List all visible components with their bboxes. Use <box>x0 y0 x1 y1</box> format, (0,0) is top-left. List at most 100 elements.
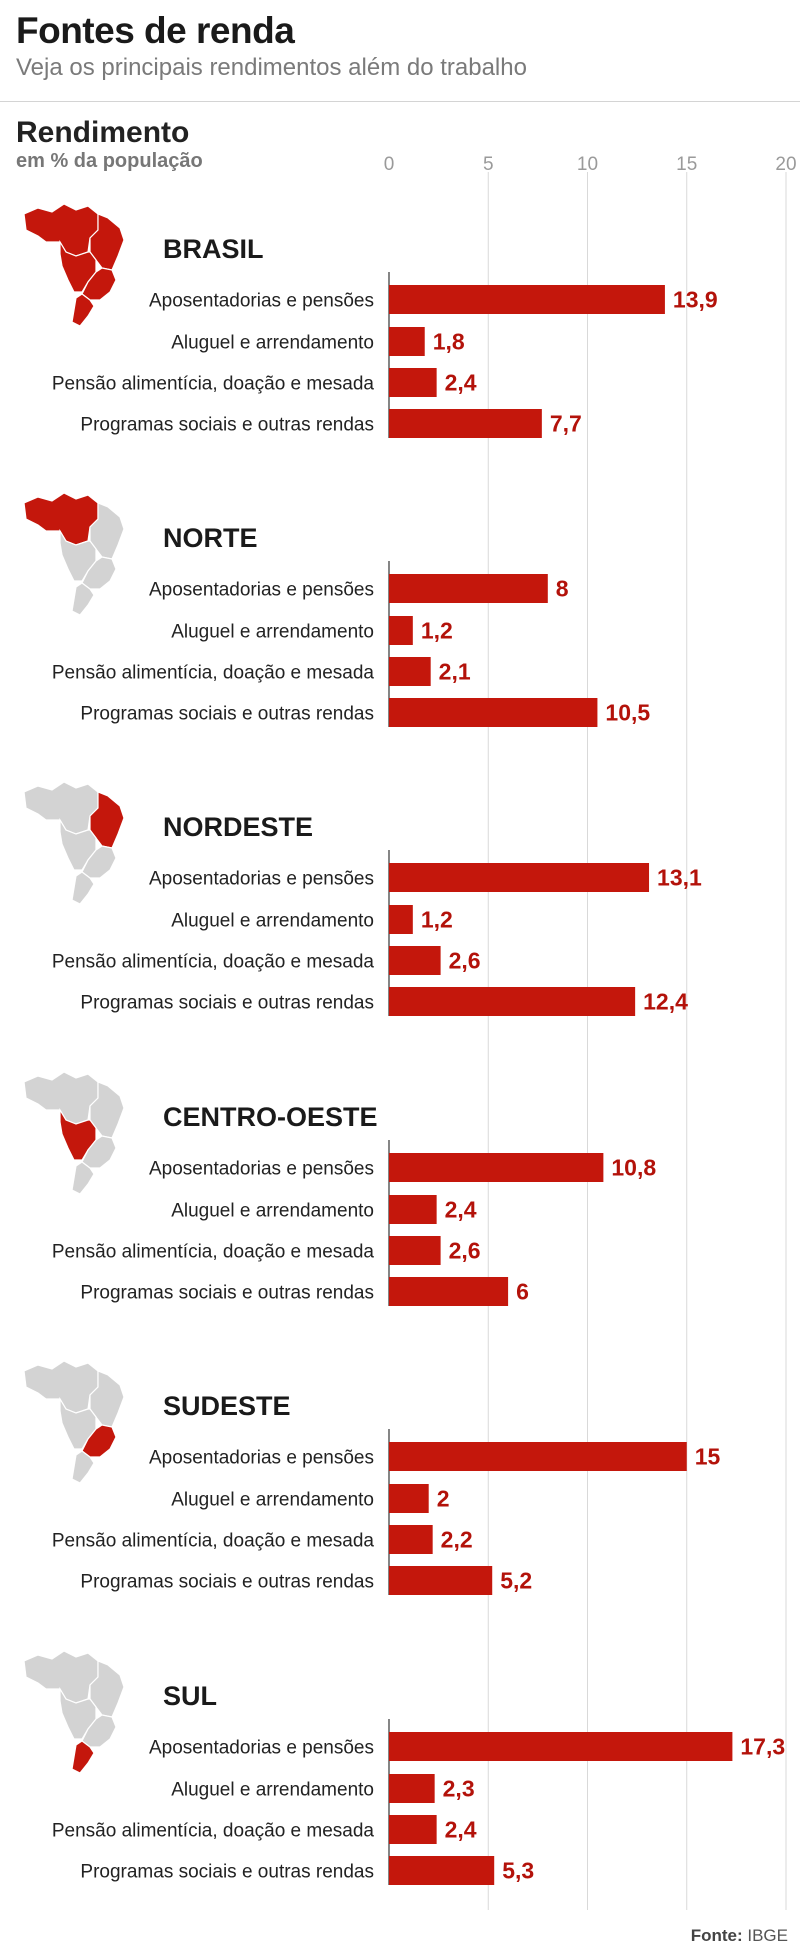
map-region-sul <box>71 1450 95 1484</box>
value-label: 10,5 <box>605 700 650 726</box>
region-heading: CENTRO-OESTE <box>163 1102 378 1132</box>
region-heading: SUDESTE <box>163 1391 291 1421</box>
value-label: 5,3 <box>502 1858 534 1884</box>
category-label: Pensão alimentícia, doação e mesada <box>52 1242 375 1263</box>
brazil-map-all-highlighted-icon <box>23 203 125 327</box>
category-label: Aluguel e arrendamento <box>171 1201 374 1222</box>
bar <box>389 657 431 686</box>
category-label: Pensão alimentícia, doação e mesada <box>52 952 375 973</box>
category-label: Aluguel e arrendamento <box>171 1490 374 1511</box>
value-label: 8 <box>556 576 569 602</box>
bar <box>389 1566 493 1595</box>
value-label: 2 <box>437 1486 450 1512</box>
bar <box>389 368 437 397</box>
bar <box>389 1153 604 1182</box>
value-label: 15 <box>695 1444 721 1470</box>
brazil-map-nordeste-highlighted-icon <box>23 781 125 905</box>
map-region-sudeste <box>81 267 117 301</box>
region-heading: BRASIL <box>163 234 264 264</box>
category-label: Pensão alimentícia, doação e mesada <box>52 1531 375 1552</box>
source-note: Fonte: IBGE <box>691 1926 788 1946</box>
bar <box>389 574 548 603</box>
value-label: 2,3 <box>443 1776 475 1802</box>
bar <box>389 1195 437 1224</box>
x-tick-label: 10 <box>577 154 598 175</box>
category-label: Aposentadorias e pensões <box>149 580 374 601</box>
category-label: Pensão alimentícia, doação e mesada <box>52 374 375 395</box>
x-tick-label: 0 <box>384 154 395 175</box>
value-label: 5,2 <box>500 1568 532 1594</box>
category-label: Programas sociais e outras rendas <box>80 415 374 436</box>
x-tick-label: 15 <box>676 154 697 175</box>
category-label: Aposentadorias e pensões <box>149 1738 374 1759</box>
map-region-sudeste <box>81 556 117 590</box>
axis-subtitle: em % da população <box>16 150 203 172</box>
map-region-sul <box>71 871 95 905</box>
value-label: 2,6 <box>449 948 481 974</box>
bar <box>389 1525 433 1554</box>
bar <box>389 616 413 645</box>
category-label: Programas sociais e outras rendas <box>80 1862 374 1883</box>
bar <box>389 905 413 934</box>
bar <box>389 863 650 892</box>
bar <box>389 327 425 356</box>
x-tick-label: 20 <box>775 154 796 175</box>
bar <box>389 1236 441 1265</box>
region-group: CENTRO-OESTE Aposentadorias e pensões 10,8… <box>23 1071 656 1306</box>
value-label: 1,2 <box>421 618 453 644</box>
region-group: SUL Aposentadorias e pensões 17,3 Aluguel e… <box>23 1650 785 1885</box>
region-group: NORDESTE Aposentadorias e pensões 13,1 Alug… <box>23 781 702 1016</box>
bar <box>389 1856 495 1885</box>
value-label: 1,2 <box>421 907 453 933</box>
map-region-sudeste <box>81 1424 117 1458</box>
category-label: Aposentadorias e pensões <box>149 291 374 312</box>
category-label: Aposentadorias e pensões <box>149 1159 374 1180</box>
brazil-map-centro-oeste-highlighted-icon <box>23 1071 125 1195</box>
value-label: 13,9 <box>673 287 718 313</box>
value-label: 2,1 <box>439 659 471 685</box>
region-group: BRASIL Aposentadorias e pensões 13,9 Alugue… <box>23 203 718 438</box>
value-label: 2,6 <box>449 1238 481 1264</box>
brazil-map-norte-highlighted-icon <box>23 492 125 616</box>
value-label: 2,4 <box>445 370 477 396</box>
category-label: Aluguel e arrendamento <box>171 911 374 932</box>
header-divider <box>0 101 800 102</box>
bar <box>389 1277 509 1306</box>
value-label: 2,2 <box>441 1527 473 1553</box>
value-label: 10,8 <box>611 1155 656 1181</box>
category-label: Aposentadorias e pensões <box>149 1448 374 1469</box>
axis-title: Rendimento <box>16 116 190 149</box>
bar <box>389 987 636 1016</box>
category-label: Programas sociais e outras rendas <box>80 1572 374 1593</box>
bar <box>389 1774 435 1803</box>
region-group: SUDESTE Aposentadorias e pensões 15 Aluguel… <box>23 1360 721 1595</box>
page-subtitle: Veja os principais rendimentos além do t… <box>16 54 527 81</box>
map-region-sul <box>71 1740 95 1774</box>
source-label: Fonte: <box>690 1926 743 1945</box>
value-label: 2,4 <box>445 1197 477 1223</box>
bar <box>389 285 665 314</box>
value-label: 2,4 <box>445 1817 477 1843</box>
source-name: IBGE <box>747 1926 788 1945</box>
value-label: 13,1 <box>657 865 702 891</box>
bar <box>389 1732 733 1761</box>
bar <box>389 946 441 975</box>
category-label: Pensão alimentícia, doação e mesada <box>52 663 375 684</box>
map-region-sul <box>71 293 95 327</box>
region-heading: NORTE <box>163 523 258 553</box>
region-heading: SUL <box>163 1681 217 1711</box>
value-label: 12,4 <box>643 989 688 1015</box>
map-region-sul <box>71 1161 95 1195</box>
page-title: Fontes de renda <box>16 10 295 51</box>
category-label: Pensão alimentícia, doação e mesada <box>52 1821 375 1842</box>
region-heading: NORDESTE <box>163 812 313 842</box>
brazil-map-sul-highlighted-icon <box>23 1650 125 1774</box>
map-region-sudeste <box>81 1135 117 1169</box>
bar <box>389 1815 437 1844</box>
category-label: Aluguel e arrendamento <box>171 333 374 354</box>
value-label: 1,8 <box>433 329 465 355</box>
value-label: 7,7 <box>550 411 582 437</box>
map-region-sul <box>71 582 95 616</box>
category-label: Aluguel e arrendamento <box>171 1780 374 1801</box>
